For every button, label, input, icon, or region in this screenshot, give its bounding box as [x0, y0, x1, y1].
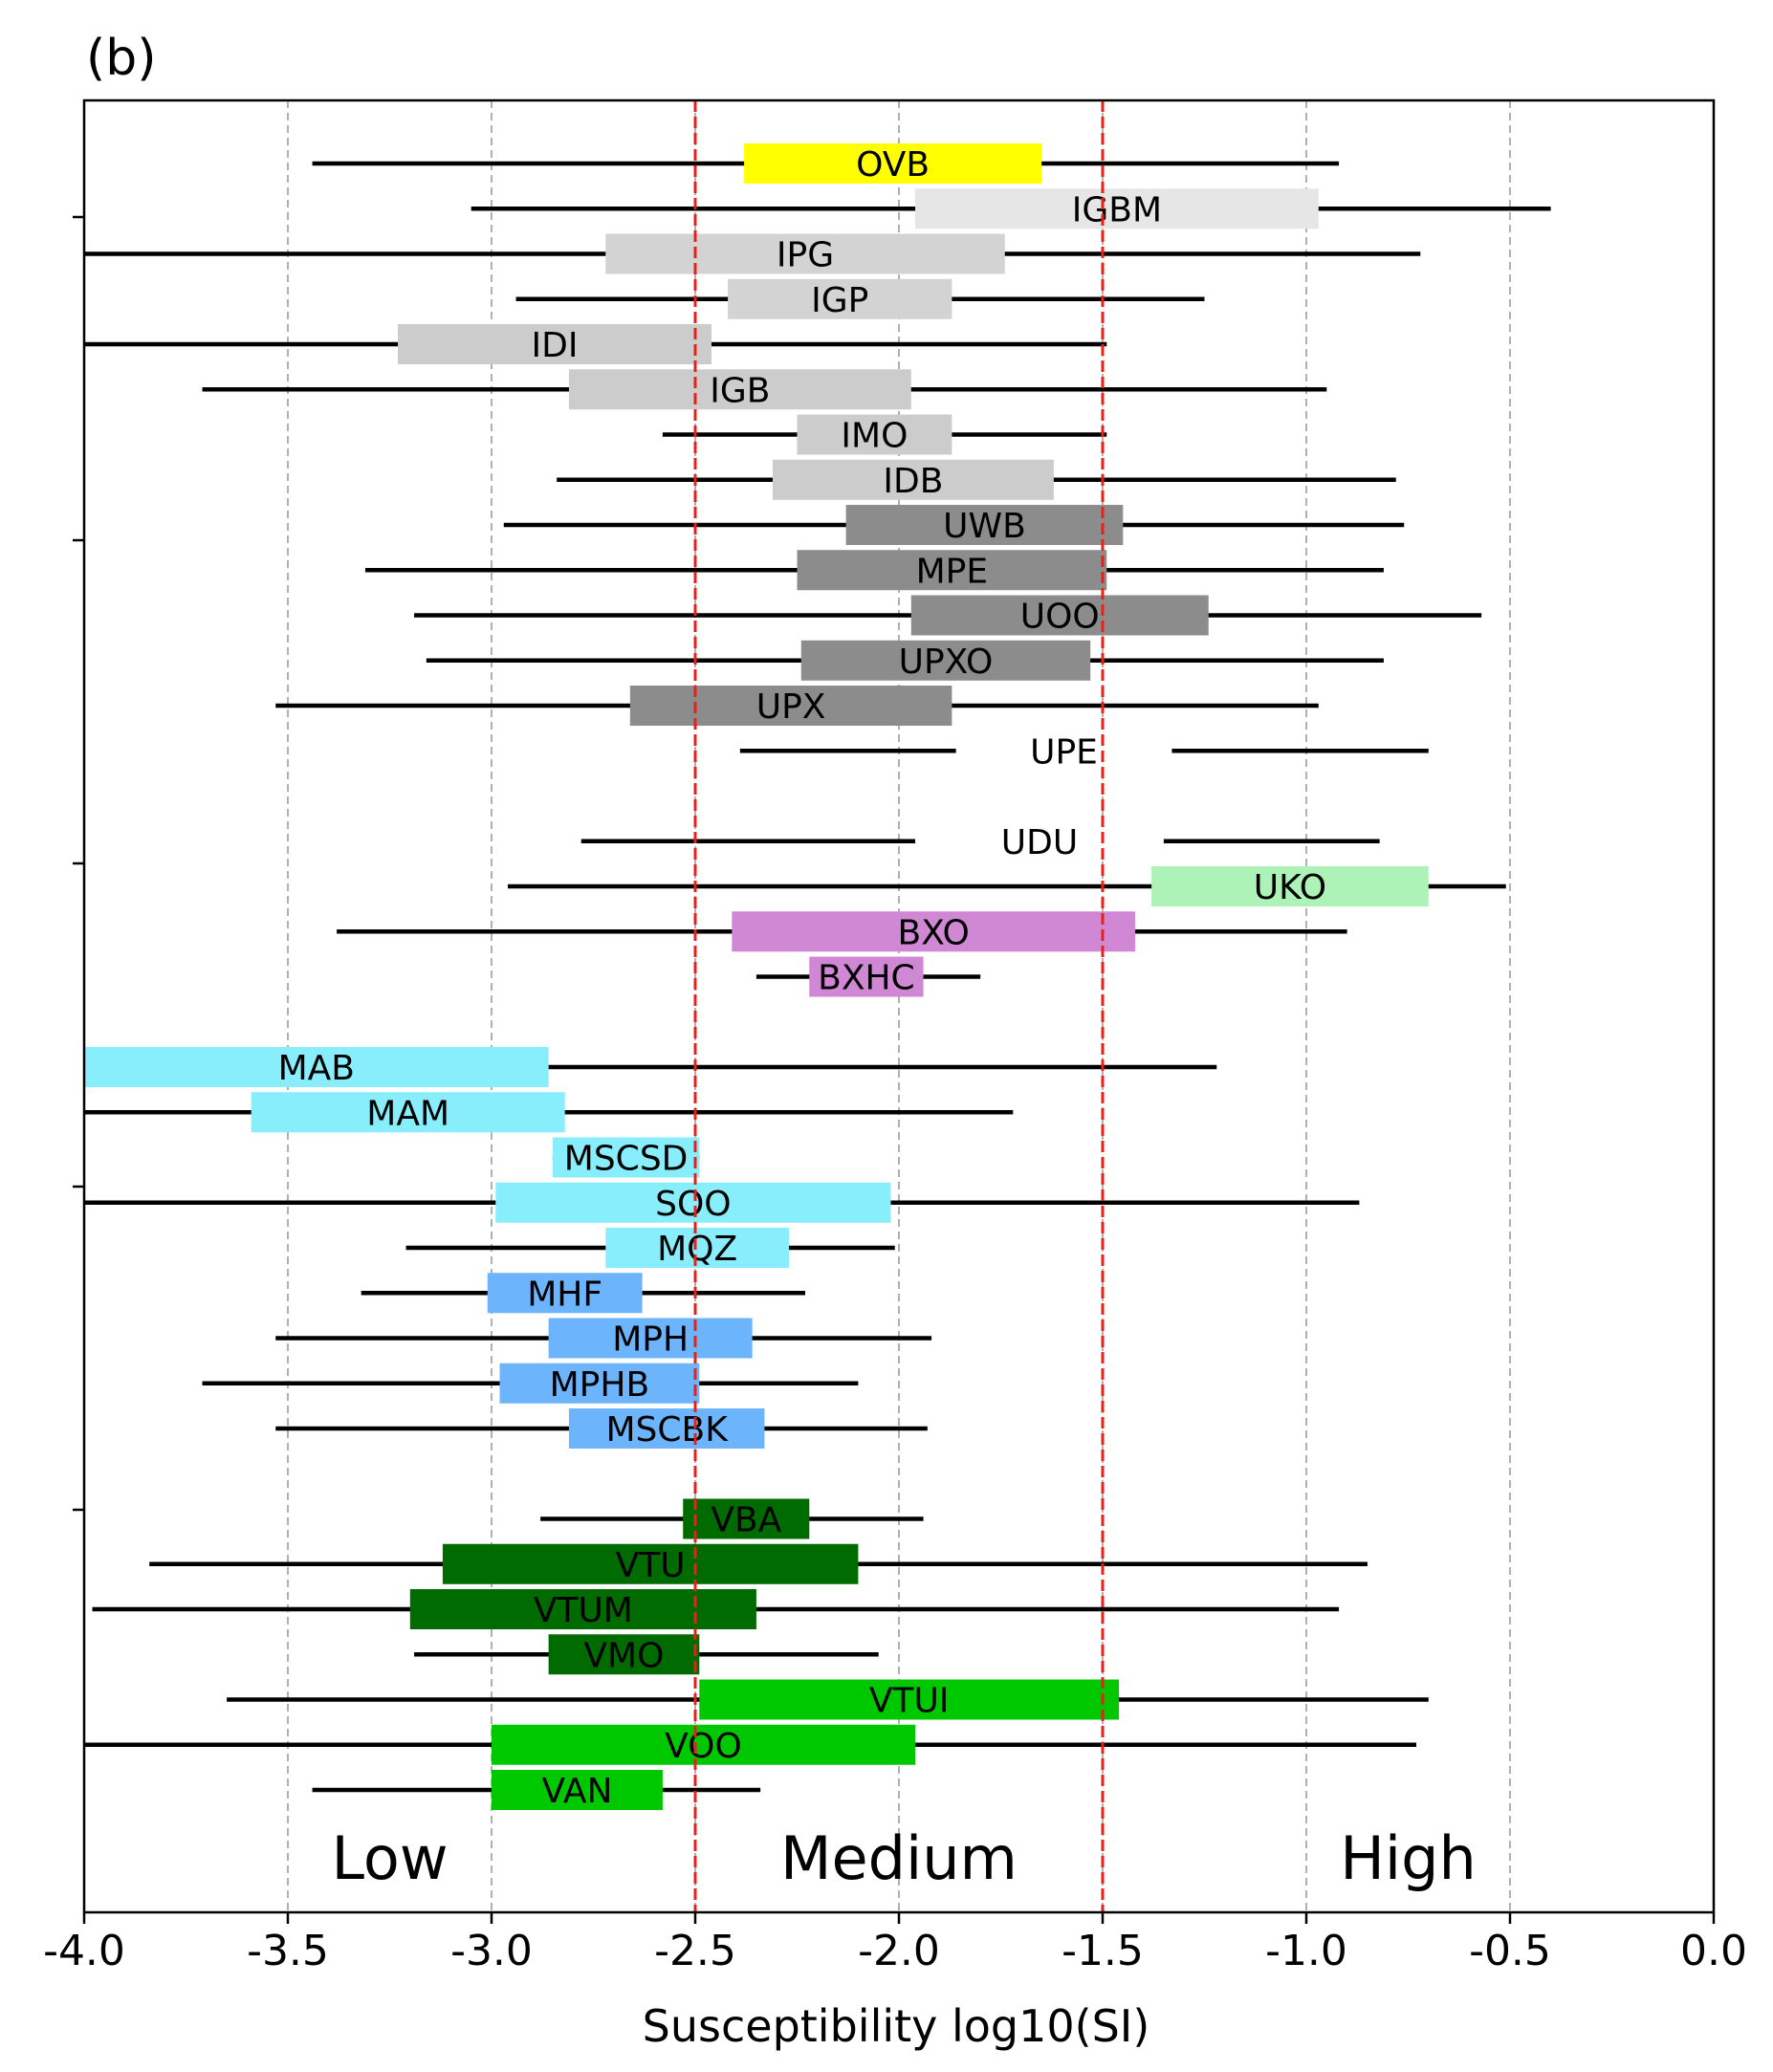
box-mpe — [797, 550, 1107, 591]
series-label-mscsd: MSCSD — [564, 1140, 689, 1179]
series-label-mqz: MQZ — [657, 1230, 737, 1269]
x-axis: -4.0 -3.5 -3.0 -2.5 -2.0 -1.5 -1.0 -0.5 0.0 — [43, 1912, 1747, 1975]
box-igp — [728, 278, 952, 319]
series-label-voo: VOO — [665, 1727, 742, 1766]
box-igb — [568, 369, 911, 410]
series-label-uko: UKO — [1254, 868, 1326, 907]
box-vmo — [548, 1634, 700, 1675]
series-label-igbm: IGBM — [1072, 190, 1162, 229]
y-axis-ticks — [73, 215, 84, 1512]
zone-label-medium: Medium — [780, 1823, 1018, 1893]
series-label-idi: IDI — [532, 326, 579, 365]
box-ipg — [605, 233, 1005, 274]
series-label-mam: MAM — [366, 1094, 449, 1133]
threshold-lines — [693, 100, 1105, 1912]
series-label-uwb: UWB — [943, 507, 1026, 546]
zone-label-high: High — [1340, 1823, 1477, 1893]
series-label-udu: UDU — [1001, 823, 1078, 862]
box-idb — [772, 459, 1054, 500]
x-tick-label-0: -4.0 — [43, 1927, 125, 1975]
x-tick-label-3: -2.5 — [654, 1927, 736, 1975]
box-mqz — [605, 1228, 789, 1268]
box-van — [492, 1770, 663, 1810]
box-mam — [251, 1092, 565, 1133]
series-label-mab: MAB — [278, 1049, 355, 1088]
series-label-mph: MPH — [612, 1320, 689, 1360]
box-uwb — [845, 505, 1124, 545]
box-bxo — [732, 911, 1136, 952]
series-label-igp: IGP — [811, 281, 868, 320]
box-soo — [495, 1182, 891, 1223]
box-vtu — [442, 1543, 859, 1584]
series-label-bxhc: BXHC — [818, 959, 915, 998]
box-vtum — [409, 1589, 756, 1629]
series-label-soo: SOO — [655, 1185, 732, 1224]
box-voo — [492, 1724, 916, 1765]
box-uko — [1151, 866, 1429, 906]
x-tick-label-6: -1.0 — [1265, 1927, 1347, 1975]
box-mscbk — [568, 1408, 765, 1449]
box-upe — [955, 731, 1172, 772]
box-vba — [683, 1498, 810, 1539]
series-label-vmo: VMO — [583, 1636, 664, 1675]
box-mph — [548, 1318, 753, 1359]
x-tick-label-4: -2.0 — [858, 1927, 940, 1975]
box-upx — [629, 686, 952, 726]
panel-label: (b) — [86, 30, 157, 87]
x-axis-label: Susceptibility log10(SI) — [643, 2000, 1150, 2052]
series-label-ovb: OVB — [856, 145, 930, 185]
series-label-upxo: UPXO — [899, 643, 994, 682]
series-label-mpe: MPE — [916, 552, 989, 591]
x-tick-label-7: -0.5 — [1469, 1927, 1551, 1975]
zone-labels: Low Medium High — [331, 1823, 1476, 1893]
zone-label-low: Low — [331, 1823, 448, 1893]
series-label-mphb: MPHB — [550, 1365, 650, 1405]
box-bxhc — [809, 956, 924, 997]
series-label-van: VAN — [542, 1772, 613, 1811]
series-label-upx: UPX — [756, 687, 826, 727]
series-label-uoo: UOO — [1020, 598, 1100, 637]
x-tick-label-1: -3.5 — [247, 1927, 329, 1975]
series-label-igb: IGB — [710, 371, 770, 410]
series-label-imo: IMO — [841, 417, 908, 456]
box-udu — [915, 820, 1164, 862]
box-imo — [797, 414, 952, 455]
x-tick-label-5: -1.5 — [1062, 1927, 1144, 1975]
box-mab — [84, 1047, 549, 1087]
x-tick-label-8: 0.0 — [1680, 1927, 1747, 1975]
box-mhf — [487, 1273, 643, 1314]
box-upxo — [800, 640, 1091, 681]
box-uoo — [910, 595, 1209, 636]
series-label-vba: VBA — [711, 1501, 781, 1540]
series-label-mhf: MHF — [527, 1275, 602, 1314]
series-label-ipg: IPG — [777, 236, 834, 275]
box-vtui — [699, 1679, 1120, 1720]
series-label-vtu: VTU — [616, 1546, 686, 1585]
box-mscsd — [552, 1137, 700, 1178]
series-label-mscbk: MSCBK — [606, 1410, 730, 1450]
series-label-upe: UPE — [1030, 732, 1098, 772]
x-tick-label-2: -3.0 — [450, 1927, 533, 1975]
box-idi — [398, 324, 712, 364]
box-ovb — [744, 143, 1042, 184]
series-label-vtum: VTUM — [534, 1591, 633, 1630]
series-label-bxo: BXO — [898, 913, 970, 952]
series-label-idb: IDB — [883, 462, 943, 501]
series-label-vtui: VTUI — [869, 1682, 950, 1721]
box-igbm — [915, 188, 1319, 229]
box-mphb — [499, 1363, 700, 1404]
